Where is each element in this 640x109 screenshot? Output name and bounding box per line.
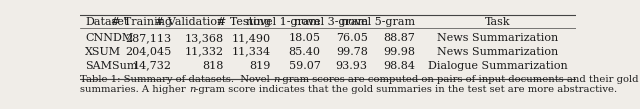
Text: 59.07: 59.07 <box>289 60 321 71</box>
Text: 18.05: 18.05 <box>289 33 321 43</box>
Text: 88.87: 88.87 <box>383 33 415 43</box>
Text: 13,368: 13,368 <box>185 33 224 43</box>
Text: News Summarization: News Summarization <box>437 47 559 57</box>
Text: 85.40: 85.40 <box>289 47 321 57</box>
Text: XSUM: XSUM <box>85 47 121 57</box>
Text: # Training: # Training <box>111 17 172 27</box>
Text: 14,732: 14,732 <box>132 60 172 71</box>
Text: 76.05: 76.05 <box>336 33 367 43</box>
Text: -gram scores are computed on pairs of input documents and their gold: -gram scores are computed on pairs of in… <box>280 75 639 84</box>
Text: CNNDM: CNNDM <box>85 33 133 43</box>
Text: Dataset: Dataset <box>85 17 129 27</box>
Text: 818: 818 <box>202 60 224 71</box>
Text: 99.98: 99.98 <box>383 47 415 57</box>
Text: n: n <box>273 75 280 84</box>
Text: 11,490: 11,490 <box>232 33 271 43</box>
Text: 99.78: 99.78 <box>336 47 367 57</box>
Text: Dialogue Summarization: Dialogue Summarization <box>428 60 568 71</box>
Text: -gram score indicates that the gold summaries in the test set are more abstracti: -gram score indicates that the gold summ… <box>195 85 618 94</box>
Text: News Summarization: News Summarization <box>437 33 559 43</box>
Text: n: n <box>189 85 195 94</box>
Text: # Validation: # Validation <box>155 17 224 27</box>
Text: novel 3-gram: novel 3-gram <box>294 17 367 27</box>
Text: 11,332: 11,332 <box>185 47 224 57</box>
Text: 819: 819 <box>250 60 271 71</box>
Text: Table 1: Summary of datasets.  Novel: Table 1: Summary of datasets. Novel <box>80 75 273 84</box>
Text: SAMSum: SAMSum <box>85 60 138 71</box>
Text: novel 1-gram: novel 1-gram <box>246 17 321 27</box>
Text: 93.93: 93.93 <box>336 60 367 71</box>
Text: 11,334: 11,334 <box>232 47 271 57</box>
Text: 98.84: 98.84 <box>383 60 415 71</box>
Text: 204,045: 204,045 <box>125 47 172 57</box>
Text: novel 5-gram: novel 5-gram <box>340 17 415 27</box>
Text: Task: Task <box>485 17 511 27</box>
Text: summaries. A higher: summaries. A higher <box>80 85 189 94</box>
Text: # Testing: # Testing <box>217 17 271 27</box>
Text: 287,113: 287,113 <box>125 33 172 43</box>
